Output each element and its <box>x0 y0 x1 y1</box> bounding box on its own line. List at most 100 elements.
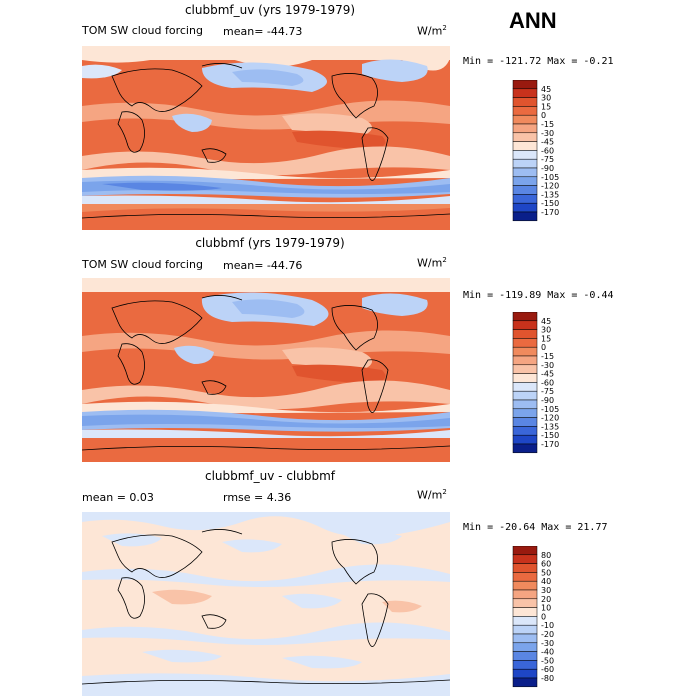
panel-2-colorbar-swatch <box>512 390 538 401</box>
panel-3-colorbar-swatch <box>512 624 538 635</box>
panel-1-units: W/m2 <box>417 24 447 38</box>
panel-1-colorbar-tick-label: 45 <box>541 85 551 94</box>
panel-3-colorbar-tick-label: 40 <box>541 577 551 586</box>
panel-1-colorbar-swatch <box>512 123 538 134</box>
panel-1-colorbar-tick-label: -90 <box>541 164 554 173</box>
panel-3-colorbar-tick-label: 80 <box>541 551 551 560</box>
panel-2-units: W/m2 <box>417 256 447 270</box>
panel-1-colorbar: 4530150-15-30-45-60-75-90-105-120-135-15… <box>512 80 559 222</box>
panel-2-mean: mean= -44.76 <box>223 259 303 272</box>
panel-1-mean: mean= -44.73 <box>223 25 303 38</box>
panel-1-colorbar-tick-label: 15 <box>541 102 551 111</box>
panel-2-colorbar-tick-label: -135 <box>541 422 559 431</box>
panel-2-colorbar-tick-label: -120 <box>541 414 559 423</box>
panel-2-colorbar-tick-label: -105 <box>541 405 559 414</box>
panel-2-colorbar-tick-label: -45 <box>541 370 554 379</box>
panel-1-colorbar-swatch <box>512 132 538 142</box>
panel-1-colorbar-tick-label: -150 <box>541 199 559 208</box>
panel-3-colorbar-swatch <box>512 554 538 564</box>
panel-2-colorbar: 4530150-15-30-45-60-75-90-105-120-135-15… <box>512 312 559 454</box>
panel-1-colorbar-swatch <box>512 211 538 222</box>
panel-3-colorbar-swatch <box>512 572 538 582</box>
panel-2-colorbar-tick-label: -30 <box>541 361 554 370</box>
panel-1-colorbar-swatch <box>512 176 538 186</box>
panel-2-colorbar-tick-label: -15 <box>541 352 554 361</box>
panel-2-colorbar-swatch <box>512 417 538 427</box>
panel-2-colorbar-swatch <box>512 382 538 392</box>
panel-1-minmax: Min = -121.72 Max = -0.21 <box>463 56 614 67</box>
panel-3-title: clubbmf_uv - clubbmf <box>204 469 336 483</box>
panel-3-colorbar-swatch <box>512 607 538 617</box>
panel-2-colorbar-tick-label: -75 <box>541 387 554 396</box>
panel-3-units: W/m2 <box>417 488 447 502</box>
panel-1-colorbar-tick-label: -15 <box>541 120 554 129</box>
panel-2-colorbar-tick-label: -90 <box>541 396 554 405</box>
panel-2-colorbar-tick-label: 15 <box>541 334 551 343</box>
panel-3-colorbar-swatch <box>512 660 538 670</box>
panel-3-colorbar-tick-label: 30 <box>541 586 551 595</box>
panel-2-variable-label: TOM SW cloud forcing <box>82 258 203 271</box>
panel-1-colorbar-tick-label: -135 <box>541 190 559 199</box>
panel-3-colorbar-swatch <box>512 668 538 679</box>
panel-2-colorbar-swatch <box>512 355 538 366</box>
panel-3-colorbar-tick-label: 60 <box>541 560 551 569</box>
panel-3-rmse: rmse = 4.36 <box>223 491 292 504</box>
panel-1-colorbar-tick-label: 0 <box>541 111 546 120</box>
panel-1-colorbar-swatch <box>512 194 538 204</box>
panel-2-minmax: Min = -119.89 Max = -0.44 <box>463 290 614 301</box>
panel-2-colorbar-swatch <box>512 399 538 410</box>
panel-1-colorbar-swatch <box>512 114 538 125</box>
panel-3-colorbar-swatch <box>512 651 538 661</box>
panel-2-colorbar-tick-label: -170 <box>541 440 559 449</box>
panel-1-colorbar-tick-label: 30 <box>541 94 551 103</box>
panel-1-colorbar-swatch <box>512 141 538 151</box>
panel-2-colorbar-tick-label: 45 <box>541 317 551 326</box>
panel-3-mean: mean = 0.03 <box>82 491 154 504</box>
panel-1-colorbar-tick-label: -170 <box>541 208 559 217</box>
panel-2-colorbar-swatch <box>512 373 538 383</box>
panel-2-colorbar-tick-label: 30 <box>541 326 551 335</box>
panel-3-colorbar-swatch <box>512 589 538 600</box>
panel-3-colorbar-tick-label: 0 <box>541 612 546 621</box>
panel-3-colorbar-tick-label: 10 <box>541 604 551 613</box>
panel-3-minmax: Min = -20.64 Max = 21.77 <box>463 522 608 533</box>
panel-3-colorbar-tick-label: -20 <box>541 630 554 639</box>
panel-3-colorbar-swatch <box>512 642 538 652</box>
panel-3-colorbar-swatch <box>512 546 538 556</box>
panel-3-colorbar-swatch <box>512 677 538 688</box>
panel-3-colorbar-tick-label: -30 <box>541 639 554 648</box>
panel-2-colorbar-swatch <box>512 320 538 330</box>
panel-1-colorbar-swatch <box>512 158 538 169</box>
panel-1-colorbar-tick-label: -120 <box>541 182 559 191</box>
panel-3-colorbar-tick-label: -80 <box>541 674 554 683</box>
panel-2-colorbar-tick-label: -150 <box>541 431 559 440</box>
panel-1-colorbar-swatch <box>512 185 538 195</box>
panel-3-colorbar-tick-label: -50 <box>541 656 554 665</box>
panel-2-colorbar-tick-label: 0 <box>541 343 546 352</box>
panel-1-colorbar-tick-label: -105 <box>541 173 559 182</box>
panel-2-colorbar-swatch <box>512 312 538 322</box>
panel-2-colorbar-swatch <box>512 443 538 454</box>
panel-2-title: clubbmf (yrs 1979-1979) <box>195 236 345 250</box>
panel-1-colorbar-swatch <box>512 167 538 178</box>
panel-1-colorbar-swatch <box>512 88 538 98</box>
panel-2-colorbar-swatch <box>512 364 538 374</box>
panel-1-variable-label: TOM SW cloud forcing <box>82 24 203 37</box>
panel-2-colorbar-tick-label: -60 <box>541 378 554 387</box>
panel-1-map <box>82 46 450 230</box>
panel-1-colorbar-tick-label: -45 <box>541 138 554 147</box>
panel-1-colorbar-swatch <box>512 202 538 213</box>
panel-3-colorbar-tick-label: 20 <box>541 595 551 604</box>
panel-2-colorbar-swatch <box>512 346 538 357</box>
panel-1-colorbar-tick-label: -75 <box>541 155 554 164</box>
panel-2-colorbar-swatch <box>512 426 538 436</box>
season-label: ANN <box>509 8 557 33</box>
panel-1-colorbar-tick-label: -60 <box>541 146 554 155</box>
panel-3-colorbar-swatch <box>512 633 538 644</box>
panel-1-title: clubbmf_uv (yrs 1979-1979) <box>184 3 356 17</box>
panel-1-colorbar-swatch <box>512 150 538 160</box>
panel-1-colorbar-swatch <box>512 80 538 90</box>
panel-3-colorbar-swatch <box>512 616 538 626</box>
panel-3-colorbar-tick-label: -10 <box>541 621 554 630</box>
